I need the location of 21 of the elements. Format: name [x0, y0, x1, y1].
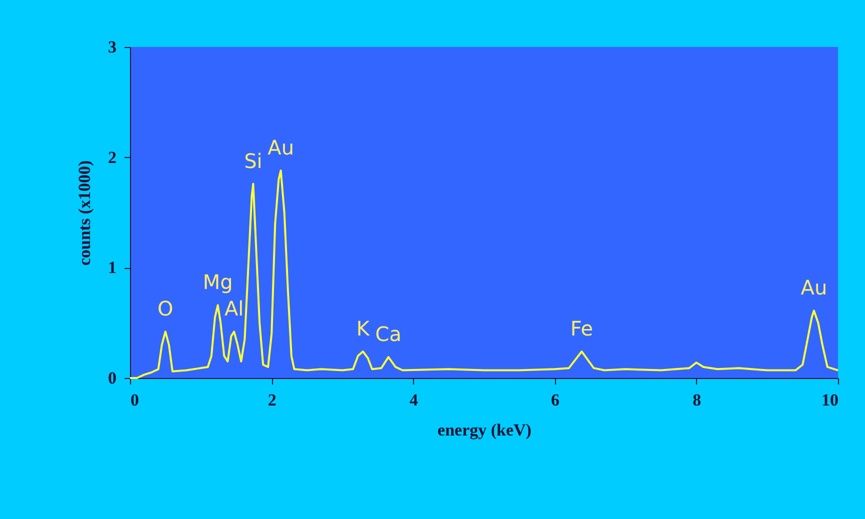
- y-tick-label: 1: [108, 258, 116, 278]
- x-tick-label: 4: [409, 390, 418, 410]
- y-tick-label: 0: [108, 368, 116, 388]
- x-tick-label: 6: [551, 390, 560, 410]
- annotation: Fe: [570, 316, 594, 341]
- x-tick-label: 2: [268, 390, 276, 410]
- annotation: Au: [800, 276, 828, 300]
- y-axis-title: counts (x1000): [75, 160, 94, 266]
- annotation: K: [356, 316, 370, 341]
- annotation: O: [158, 296, 174, 321]
- x-tick-label: 0: [130, 390, 139, 410]
- annotation: Mg: [202, 270, 233, 294]
- y-tick-label: 2: [108, 148, 116, 167]
- x-axis-title: energy (keV): [438, 420, 532, 440]
- y-tick-label: 3: [108, 38, 116, 56]
- x-tick-label: 10: [822, 390, 838, 410]
- annotation: Au: [268, 136, 294, 160]
- annotation: Si: [244, 148, 262, 173]
- x-tick-label: 8: [692, 390, 702, 410]
- annotation: Al: [224, 296, 244, 321]
- annotation: Ca: [375, 322, 402, 346]
